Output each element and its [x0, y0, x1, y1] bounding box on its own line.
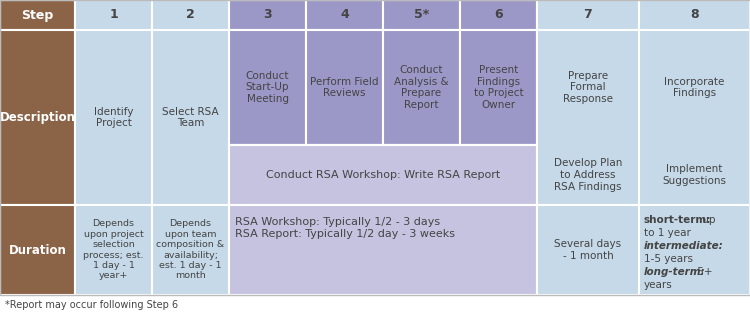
Text: Conduct RSA Workshop: Write RSA Report: Conduct RSA Workshop: Write RSA Report — [266, 170, 500, 180]
Text: 7: 7 — [584, 9, 592, 21]
Text: 1: 1 — [110, 9, 118, 21]
Bar — [639, 0, 750, 30]
Text: long-term:: long-term: — [644, 267, 706, 277]
Bar — [152, 205, 229, 295]
Text: Step: Step — [21, 9, 54, 21]
Text: Implement
Suggestions: Implement Suggestions — [662, 164, 727, 186]
Bar — [229, 145, 537, 205]
Bar — [152, 0, 229, 30]
Text: 2: 2 — [186, 9, 195, 21]
Bar — [460, 0, 537, 30]
Bar — [75, 30, 152, 205]
Bar — [383, 30, 460, 145]
Bar — [537, 0, 639, 30]
Text: Description: Description — [0, 111, 76, 124]
Text: years: years — [644, 280, 673, 290]
Text: Depends
upon project
selection
process; est.
1 day - 1
year+: Depends upon project selection process; … — [83, 220, 144, 280]
Text: 5*: 5* — [414, 9, 429, 21]
Text: Conduct
Analysis &
Prepare
Report: Conduct Analysis & Prepare Report — [394, 65, 448, 110]
Bar — [537, 30, 639, 205]
Bar — [383, 0, 460, 30]
Bar — [0, 0, 75, 30]
Text: 8: 8 — [690, 9, 699, 21]
Text: short-term:: short-term: — [644, 215, 711, 225]
Bar — [537, 205, 639, 295]
Text: 1-5 years: 1-5 years — [644, 254, 693, 264]
Bar — [229, 205, 537, 295]
Text: intermediate:: intermediate: — [644, 241, 724, 251]
Bar — [229, 0, 306, 30]
Bar — [639, 30, 750, 205]
Text: Duration: Duration — [8, 243, 67, 256]
Bar — [639, 205, 750, 295]
Text: Incorporate
Findings: Incorporate Findings — [664, 77, 724, 98]
Bar — [152, 30, 229, 205]
Text: *Report may occur following Step 6: *Report may occur following Step 6 — [5, 300, 178, 310]
Bar — [75, 0, 152, 30]
Bar — [0, 205, 75, 295]
Text: 3: 3 — [263, 9, 272, 21]
Bar — [75, 205, 152, 295]
Text: Perform Field
Reviews: Perform Field Reviews — [310, 77, 379, 98]
Text: Identify
Project: Identify Project — [94, 107, 134, 128]
Bar — [306, 0, 383, 30]
Text: Several days
- 1 month: Several days - 1 month — [554, 239, 622, 261]
Text: Depends
upon team
composition &
availability;
est. 1 day - 1
month: Depends upon team composition & availabi… — [157, 220, 224, 280]
Bar — [460, 30, 537, 145]
Text: to 1 year: to 1 year — [644, 228, 691, 238]
Text: 5+: 5+ — [694, 267, 712, 277]
Text: RSA Workshop: Typically 1/2 - 3 days
RSA Report: Typically 1/2 day - 3 weeks: RSA Workshop: Typically 1/2 - 3 days RSA… — [235, 217, 455, 238]
Bar — [0, 30, 75, 205]
Bar — [306, 30, 383, 145]
Text: Conduct
Start-Up
Meeting: Conduct Start-Up Meeting — [246, 71, 290, 104]
Bar — [229, 30, 306, 145]
Text: Develop Plan
to Address
RSA Findings: Develop Plan to Address RSA Findings — [554, 158, 622, 192]
Text: Present
Findings
to Project
Owner: Present Findings to Project Owner — [474, 65, 524, 110]
Text: Select RSA
Team: Select RSA Team — [162, 107, 219, 128]
Text: 4: 4 — [340, 9, 349, 21]
Text: Prepare
Formal
Response: Prepare Formal Response — [563, 71, 613, 104]
Text: up: up — [699, 215, 715, 225]
Text: 6: 6 — [494, 9, 502, 21]
